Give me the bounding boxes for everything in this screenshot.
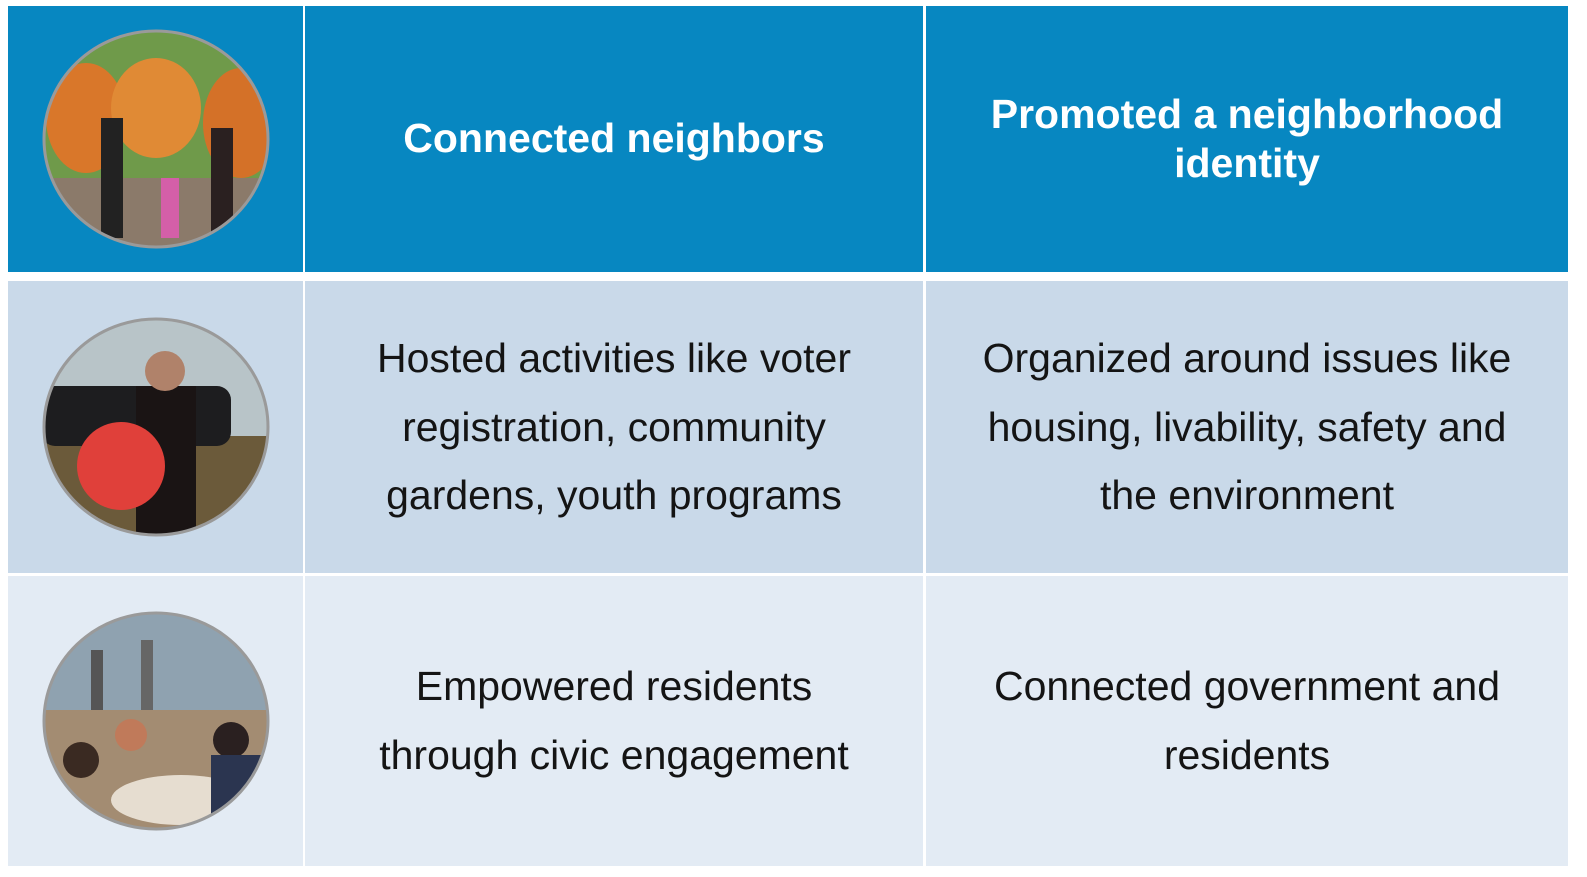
body-cell: Connected government and residents bbox=[926, 576, 1568, 866]
body-cell: Empowered residents through civic engage… bbox=[305, 576, 923, 866]
photo-meeting bbox=[42, 611, 269, 831]
header-cell: Promoted a neighborhood identity bbox=[926, 6, 1568, 272]
body-cell: Hosted activities like voter registratio… bbox=[305, 281, 923, 573]
photo-butterflies bbox=[42, 29, 269, 249]
photo-cell bbox=[8, 6, 303, 272]
photo-cell bbox=[8, 281, 303, 573]
body-cell: Organized around issues like housing, li… bbox=[926, 281, 1568, 573]
photo-cell bbox=[8, 576, 303, 866]
photo-voted bbox=[42, 317, 269, 537]
header-cell: Connected neighbors bbox=[305, 6, 923, 272]
